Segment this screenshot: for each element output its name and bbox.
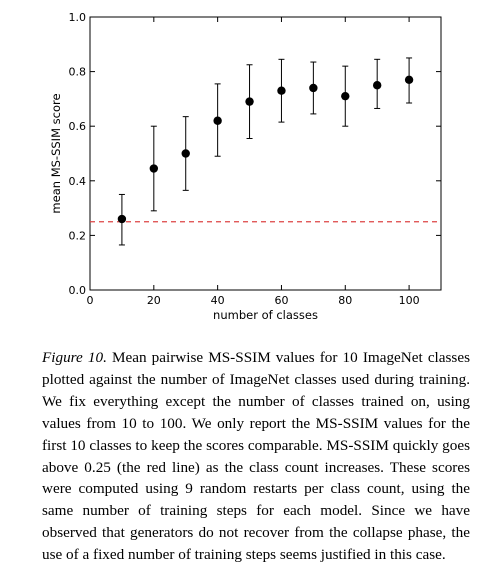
x-tick-label: 100	[399, 294, 420, 307]
ms-ssim-chart: 0 20 40 60 80 100 0.0 0.2 0.4 0.6 0.8 1.0 number of …	[49, 11, 442, 322]
figure-caption: Figure 10. Mean pairwise MS-SSIM values …	[42, 347, 470, 566]
data-point	[213, 116, 222, 125]
caption-text: Mean pairwise MS-SSIM values for 10 Imag…	[42, 349, 470, 564]
figure: 0 20 40 60 80 100 0.0 0.2 0.4 0.6 0.8 1.0 number of …	[49, 11, 442, 322]
y-tick-label: 0.0	[69, 284, 87, 297]
x-tick-label: 80	[338, 294, 352, 307]
data-point	[149, 164, 159, 173]
figure-label: Figure 10.	[42, 349, 107, 366]
data-point	[309, 83, 318, 93]
data-point	[181, 149, 190, 158]
x-tick-label: 0	[87, 294, 94, 307]
y-tick-label: 0.8	[69, 66, 87, 79]
x-tick-label: 40	[211, 294, 225, 307]
data-point	[117, 214, 127, 224]
data-point	[372, 81, 382, 90]
data-point	[277, 86, 286, 95]
y-tick-label: 0.2	[69, 229, 87, 242]
x-axis-label: number of classes	[213, 308, 318, 322]
data-point	[341, 91, 350, 101]
y-tick-label: 1.0	[69, 11, 87, 24]
y-axis-label: mean MS-SSIM score	[49, 93, 63, 213]
x-tick-label: 60	[274, 294, 288, 307]
data-point	[245, 97, 254, 106]
x-tick-label: 20	[147, 294, 161, 307]
data-point	[404, 75, 414, 84]
y-tick-label: 0.4	[69, 175, 87, 188]
y-tick-label: 0.6	[69, 120, 87, 133]
plot-frame	[89, 16, 442, 291]
